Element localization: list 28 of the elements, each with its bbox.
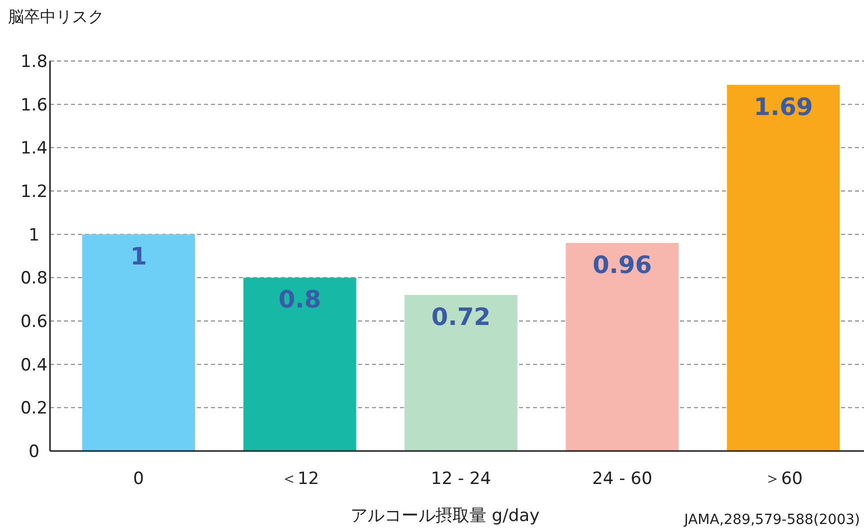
y-tick-label: 0.4: [20, 355, 48, 376]
x-tick-label: 0: [133, 469, 144, 489]
data-label: 0.72: [431, 303, 491, 331]
x-tick-label: 12 - 24: [430, 469, 492, 489]
bar: [82, 234, 196, 451]
y-tick-label: 1.2: [20, 182, 48, 202]
bar: [726, 84, 840, 451]
y-tick-label: 1: [28, 225, 40, 246]
x-tick-label: ＜12: [280, 469, 320, 489]
y-tick-label: 0.8: [20, 268, 48, 289]
bar: [404, 295, 518, 451]
x-axis-title: アルコール摂取量 g/day: [350, 506, 540, 526]
bar: [243, 278, 356, 451]
bar: [566, 243, 679, 451]
y-tick-label: 0.6: [20, 312, 48, 332]
data-label: 0.8: [278, 286, 322, 314]
x-tick-label: 24 - 60: [592, 469, 652, 489]
y-tick-label: 1.6: [20, 95, 48, 116]
y-axis-title: 脳卒中リスク: [8, 7, 104, 26]
data-label: 1: [130, 242, 147, 270]
text: JAMA,289,579-588(2003): [683, 512, 860, 528]
data-label: 0.96: [592, 251, 652, 279]
y-tick-label: 1.4: [20, 138, 48, 159]
x-tick-label: ＞60: [764, 469, 803, 489]
y-tick-label: 0: [28, 442, 40, 462]
y-tick-label: 1.8: [20, 52, 48, 72]
data-label: 1.69: [754, 92, 814, 121]
y-tick-label: 0.2: [20, 398, 48, 419]
